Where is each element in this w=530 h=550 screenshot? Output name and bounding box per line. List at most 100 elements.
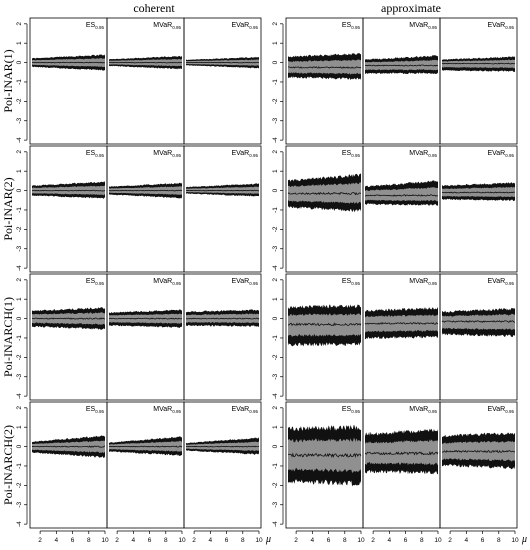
panel-frame xyxy=(439,273,518,401)
x-tick-label: 8 xyxy=(87,537,91,544)
x-axes: 2 4 6 8 10 2 4 6 8 10 2 4 6 8 10 μ 2 4 6 8 10 2 4 6 8 10 2 4 6 8 10 μ xyxy=(38,530,527,545)
measure-label: ES0.95 xyxy=(86,150,105,158)
y-tick-label: 2 xyxy=(16,406,23,410)
row-label: Poi-INAR(2) xyxy=(1,177,15,240)
y-tick-label: 0 xyxy=(272,444,279,448)
x-tick-label: 4 xyxy=(55,537,59,544)
x-tick-label: 6 xyxy=(481,537,485,544)
measure-label: MVaR0.95 xyxy=(153,278,181,286)
measure-label: MVaR0.95 xyxy=(409,406,437,414)
x-tick-label: 8 xyxy=(241,537,245,544)
panel: MVaR0.95 xyxy=(106,17,185,145)
y-tick-label: -2 xyxy=(272,354,279,360)
y-tick-label: -1 xyxy=(16,463,23,469)
y-tick-label: 1 xyxy=(272,297,279,301)
x-axis: 2 4 6 8 10 xyxy=(38,530,109,544)
panel-frame xyxy=(183,273,262,401)
median-line xyxy=(287,322,362,327)
panel: MVaR0.95 xyxy=(106,273,185,401)
x-tick-label: 4 xyxy=(209,537,213,544)
inner-band xyxy=(32,312,105,325)
y-tick-label: 1 xyxy=(16,169,23,173)
y-tick-label: 1 xyxy=(16,425,23,429)
y-tick-label: -4 xyxy=(16,521,23,527)
y-tick-label: -1 xyxy=(272,335,279,341)
measure-label: MVaR0.95 xyxy=(409,22,437,30)
y-axis: -4 -3 -2 -1 0 1 2 xyxy=(16,406,28,527)
y-tick-label: -2 xyxy=(272,98,279,104)
x-axis-label: μ xyxy=(265,534,271,545)
x-tick-label: 10 xyxy=(178,537,186,544)
y-tick-label: -4 xyxy=(16,137,23,143)
row-label: Poi-INARCH(1) xyxy=(1,297,15,377)
median-line xyxy=(185,445,260,448)
x-tick-label: 8 xyxy=(343,537,347,544)
panel-frame xyxy=(29,273,108,401)
inner-band xyxy=(288,182,361,204)
x-tick-label: 8 xyxy=(497,537,501,544)
y-axis: -4 -3 -2 -1 0 1 2 xyxy=(272,22,284,143)
panel: EVaR0.95 xyxy=(183,401,262,529)
x-tick-label: 2 xyxy=(192,537,196,544)
inner-band xyxy=(109,440,182,452)
y-tick-label: -1 xyxy=(272,463,279,469)
inner-band xyxy=(186,186,259,194)
x-tick-label: 2 xyxy=(38,537,42,544)
panel-frame xyxy=(106,17,185,145)
y-tick-label: 2 xyxy=(272,22,279,26)
panel: EVaR0.95 xyxy=(439,401,518,529)
panel: ES0.95 xyxy=(29,273,108,401)
y-tick-label: -3 xyxy=(272,117,279,123)
panel: MVaR0.95 xyxy=(106,145,185,273)
panel-frame xyxy=(29,145,108,273)
x-tick-label: 4 xyxy=(465,537,469,544)
x-tick-label: 10 xyxy=(255,537,263,544)
inner-band xyxy=(365,187,438,202)
panel: EVaR0.95 xyxy=(183,145,262,273)
measure-label: EVaR0.95 xyxy=(487,150,514,158)
median-line xyxy=(108,445,183,448)
x-tick-label: 8 xyxy=(164,537,168,544)
median-line xyxy=(31,61,106,64)
measure-label: ES0.95 xyxy=(342,150,361,158)
y-tick-label: -2 xyxy=(16,354,23,360)
x-axis: 2 4 6 8 10 xyxy=(294,530,365,544)
x-tick-label: 4 xyxy=(311,537,315,544)
median-line xyxy=(31,189,106,192)
x-axis: 2 4 6 8 10 xyxy=(115,530,186,544)
panel: ES0.95 xyxy=(285,401,364,529)
y-tick-label: -2 xyxy=(272,482,279,488)
y-tick-label: -2 xyxy=(16,98,23,104)
y-tick-label: -1 xyxy=(16,79,23,85)
median-line xyxy=(364,322,439,325)
measure-label: ES0.95 xyxy=(86,406,105,414)
measure-label: EVaR0.95 xyxy=(231,150,258,158)
y-tick-label: -4 xyxy=(272,393,279,399)
y-tick-label: -3 xyxy=(272,373,279,379)
median-line xyxy=(185,317,260,320)
x-axis: 2 4 6 8 10 xyxy=(448,530,519,544)
measure-label: ES0.95 xyxy=(342,278,361,286)
measure-label: EVaR0.95 xyxy=(487,278,514,286)
median-line xyxy=(287,66,362,69)
median-line xyxy=(31,445,106,448)
x-tick-label: 10 xyxy=(357,537,365,544)
measure-label: ES0.95 xyxy=(86,22,105,30)
x-tick-label: 2 xyxy=(294,537,298,544)
y-tick-label: -3 xyxy=(16,501,23,507)
median-line xyxy=(185,189,260,192)
measure-label: ES0.95 xyxy=(342,22,361,30)
y-tick-label: -2 xyxy=(272,226,279,232)
panel-frame xyxy=(439,145,518,273)
median-line xyxy=(108,317,183,320)
y-tick-label: 2 xyxy=(272,278,279,282)
y-tick-label: 0 xyxy=(272,188,279,192)
y-tick-label: -3 xyxy=(272,501,279,507)
median-line xyxy=(441,191,516,194)
y-axis: -4 -3 -2 -1 0 1 2 xyxy=(272,278,284,399)
x-tick-label: 10 xyxy=(101,537,109,544)
panel: EVaR0.95 xyxy=(183,17,262,145)
panel: MVaR0.95 xyxy=(362,273,441,401)
y-tick-label: -3 xyxy=(16,117,23,123)
